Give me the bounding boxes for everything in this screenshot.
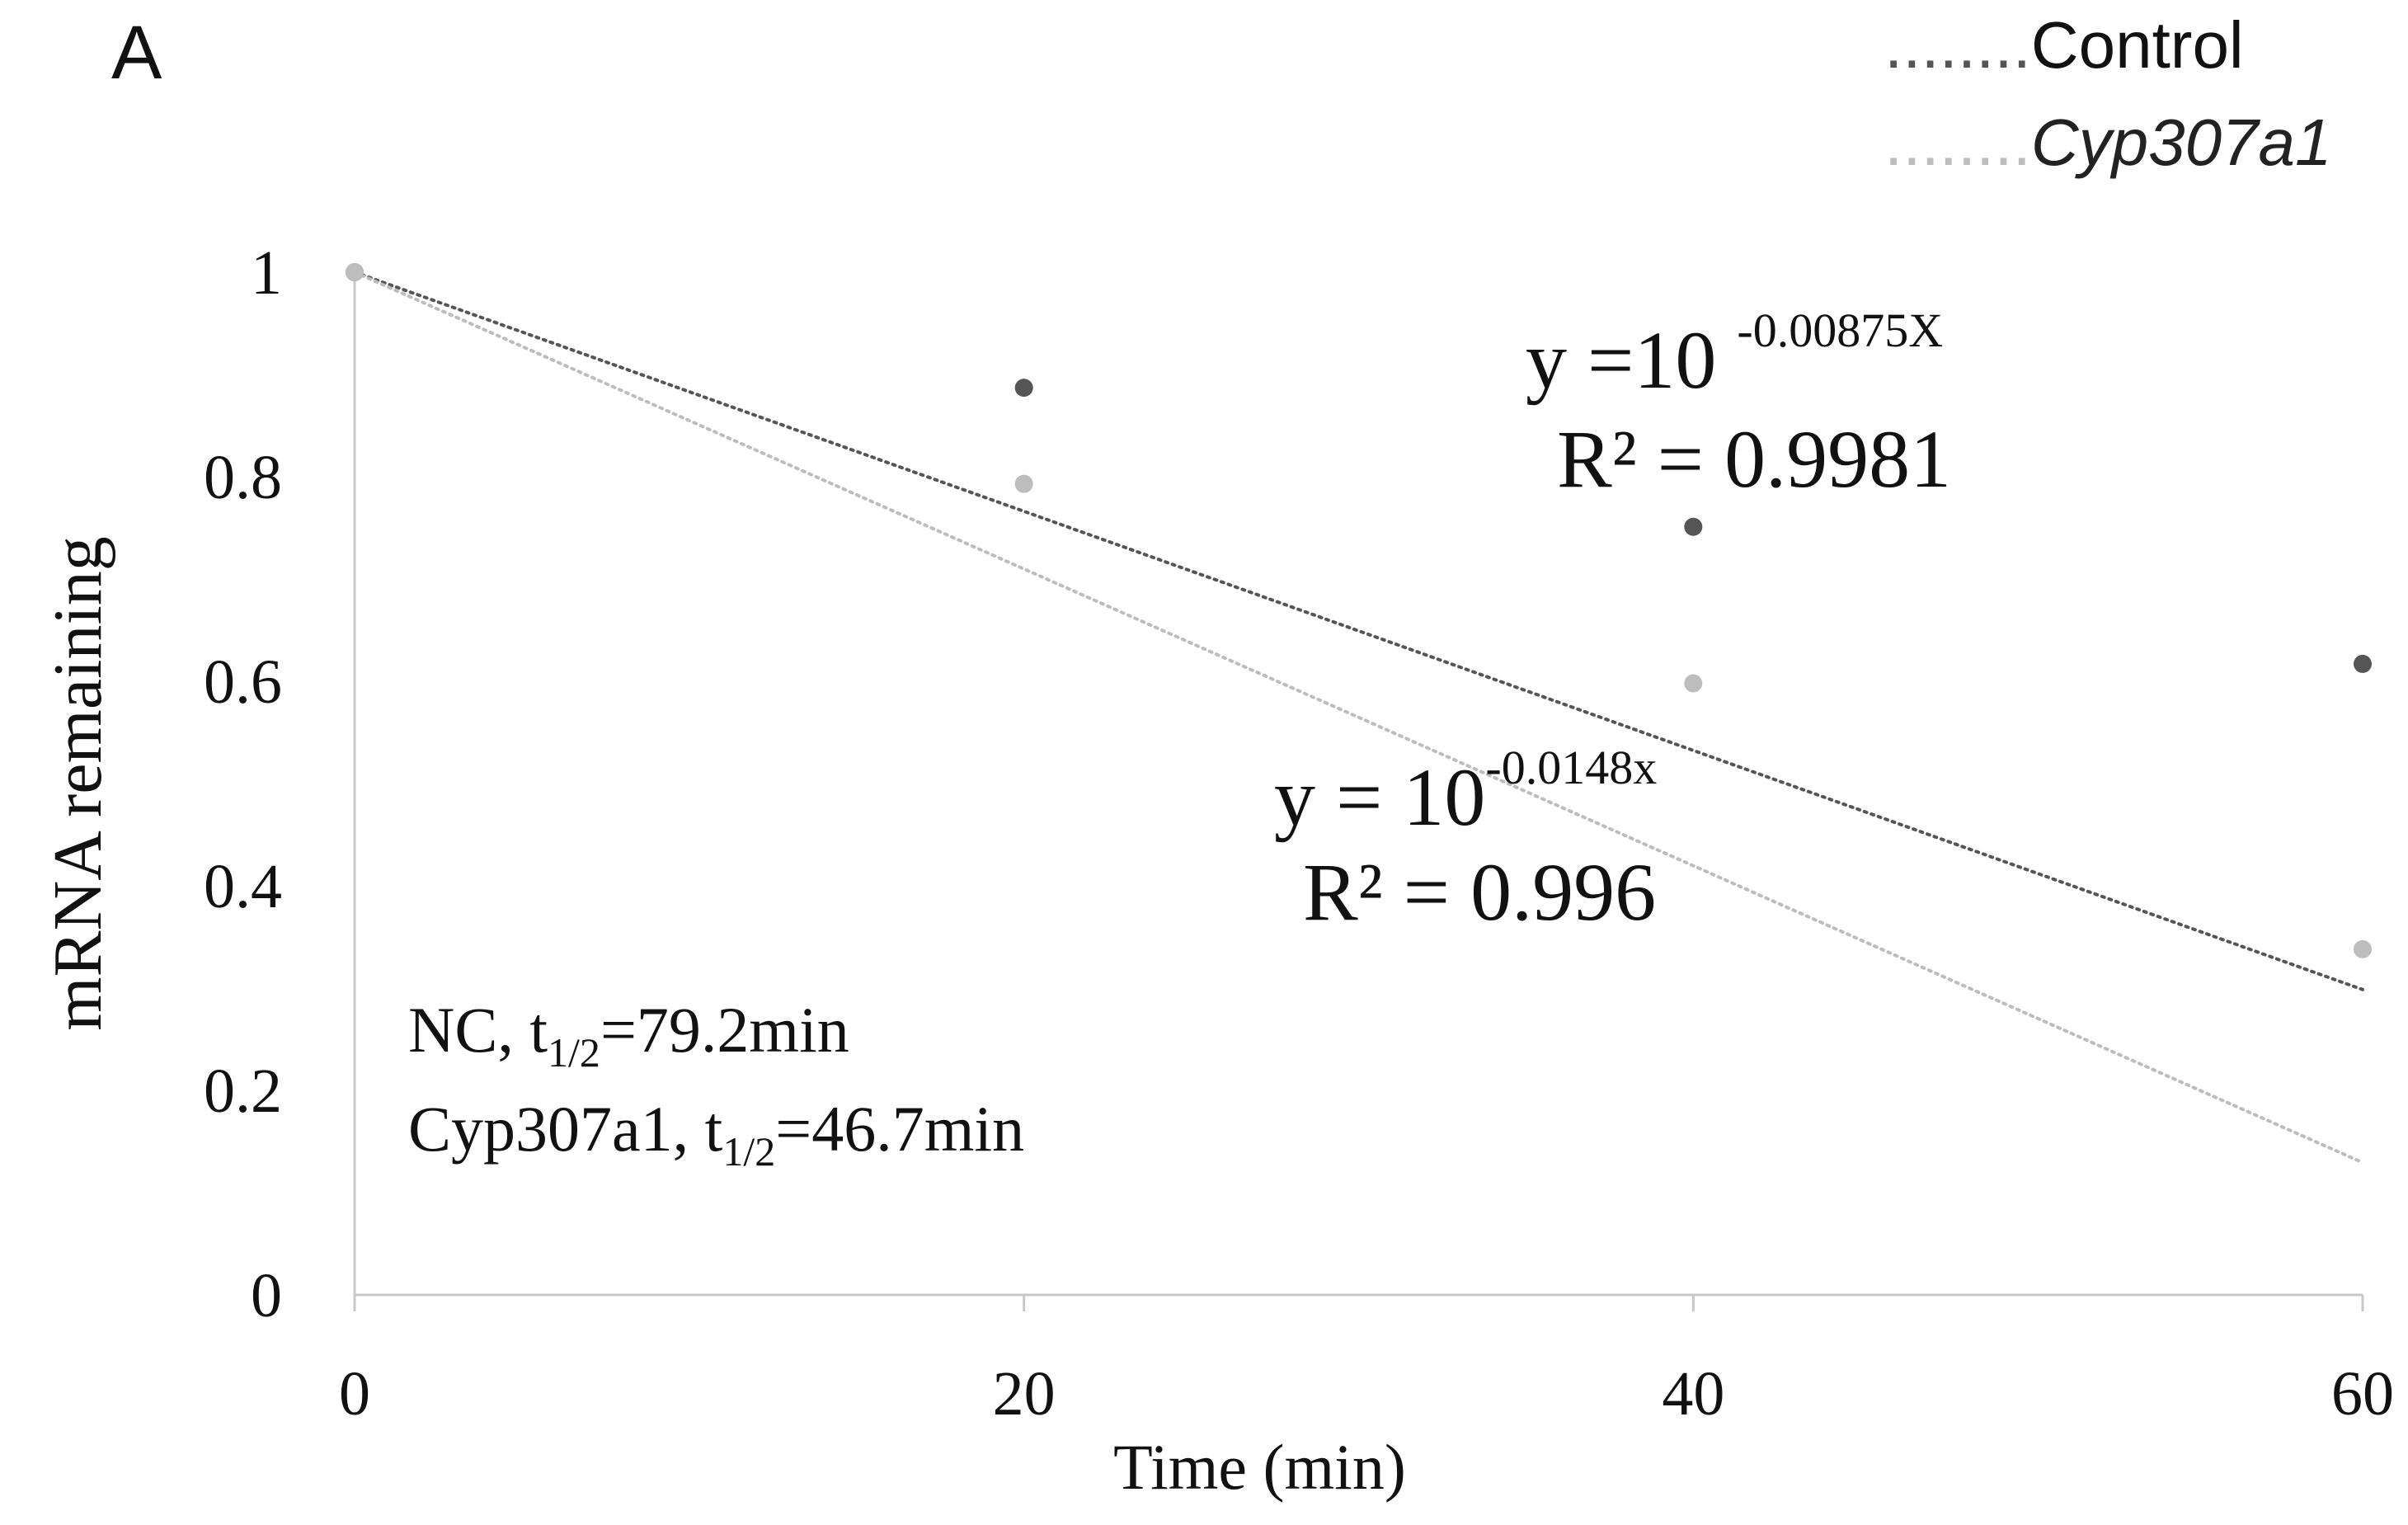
axes: 0 20 40 60 0 0.2 0.4 0.6 0.8 1 Time (min) mRNA rema… bbox=[40, 238, 2394, 1503]
equation-control-lead: y =10 bbox=[1526, 314, 1737, 406]
y-tick-label: 0.8 bbox=[204, 443, 282, 512]
annotation-nc: NC, t1/2=79.2min bbox=[408, 994, 849, 1076]
legend-entry-control: ........Control bbox=[1884, 8, 2244, 82]
y-tick-label: 0.4 bbox=[204, 852, 282, 921]
trendline-control bbox=[353, 271, 2364, 991]
data-points bbox=[346, 263, 2372, 958]
y-tick-label: 1 bbox=[251, 238, 282, 308]
data-point-cyp307a1 bbox=[346, 263, 364, 281]
x-tick-label: 20 bbox=[993, 1359, 1056, 1429]
annotation-cyp-subscript: 1/2 bbox=[722, 1128, 775, 1174]
equation-cyp307a1-exponent: -0.0148x bbox=[1485, 741, 1657, 794]
legend-line-sample: ........ bbox=[1884, 8, 2031, 82]
legend-label: Cyp307a1 bbox=[2031, 106, 2332, 179]
trendlines bbox=[353, 271, 2364, 1165]
panel-label: A bbox=[111, 11, 162, 95]
equation-cyp307a1: y = 10-0.0148x bbox=[1274, 741, 1657, 843]
r2-control: R² = 0.9981 bbox=[1557, 413, 1951, 505]
y-tick-label: 0 bbox=[251, 1261, 282, 1330]
legend-entry-cyp307a1: ........Cyp307a1 bbox=[1884, 106, 2332, 179]
data-point-cyp307a1 bbox=[2354, 939, 2372, 958]
y-tick-label: 0.2 bbox=[204, 1057, 282, 1126]
annotation-cyp-suffix: =46.7min bbox=[775, 1093, 1024, 1165]
data-point-cyp307a1 bbox=[1684, 674, 1703, 693]
trendline-cyp307a1 bbox=[353, 271, 2364, 1165]
r2-cyp307a1: R² = 0.996 bbox=[1303, 846, 1656, 938]
annotation-nc-suffix: =79.2min bbox=[600, 994, 849, 1066]
legend-label: Control bbox=[2031, 8, 2244, 82]
equation-control-exponent: -0.00875X bbox=[1737, 304, 1943, 357]
x-tick-label: 0 bbox=[339, 1359, 370, 1429]
annotation-cyp307a1: Cyp307a1, t1/2=46.7min bbox=[408, 1093, 1024, 1174]
annotation-cyp-prefix: Cyp307a1, t bbox=[408, 1093, 723, 1165]
data-point-control bbox=[1014, 379, 1033, 398]
legend-line-sample: ........ bbox=[1884, 106, 2031, 179]
data-point-control bbox=[2354, 654, 2372, 673]
annotation-nc-subscript: 1/2 bbox=[548, 1029, 600, 1076]
legend: ........Control........Cyp307a1 bbox=[1884, 8, 2332, 179]
x-tick-label: 60 bbox=[2331, 1359, 2394, 1429]
y-axis-title: mRNA remaining bbox=[40, 536, 116, 1031]
equation-cyp307a1-lead: y = 10 bbox=[1274, 751, 1485, 843]
x-axis-title: Time (min) bbox=[1113, 1431, 1406, 1503]
y-tick-label: 0.6 bbox=[204, 647, 282, 717]
data-point-control bbox=[1684, 517, 1703, 536]
data-point-cyp307a1 bbox=[1014, 474, 1033, 493]
annotation-nc-prefix: NC, t bbox=[408, 994, 548, 1066]
equation-control: y =10 -0.00875X bbox=[1526, 304, 1943, 406]
x-tick-label: 40 bbox=[1662, 1359, 1724, 1429]
